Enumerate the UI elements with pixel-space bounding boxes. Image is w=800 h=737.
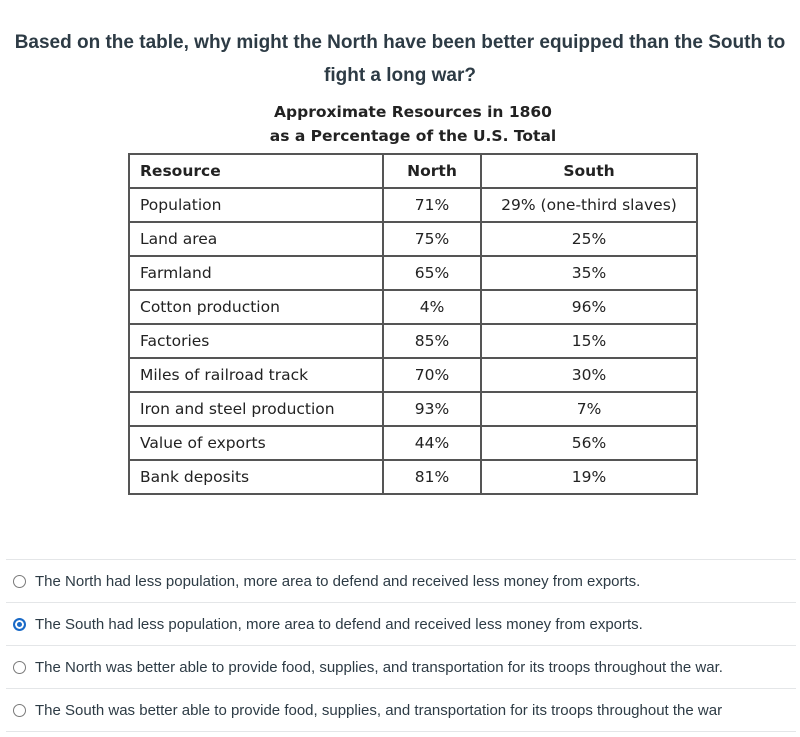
cell-resource: Farmland — [128, 255, 384, 291]
table-row: Factories 85% 15% — [128, 323, 698, 359]
cell-south: 35% — [480, 255, 698, 291]
answer-label[interactable]: The North had less population, more area… — [35, 572, 641, 590]
radio-button[interactable] — [13, 660, 26, 674]
cell-south: 29% (one-third slaves) — [480, 187, 698, 223]
header-north: North — [382, 153, 482, 189]
table-header-row: Resource North South — [128, 153, 698, 189]
table-title-line1: Approximate Resources in 1860 — [274, 103, 552, 121]
answer-label[interactable]: The North was better able to provide foo… — [35, 658, 723, 676]
cell-north: 71% — [382, 187, 482, 223]
resources-table: Resource North South Population 71% 29% … — [128, 153, 698, 495]
answer-list: The North had less population, more area… — [6, 559, 796, 732]
cell-south: 7% — [480, 391, 698, 427]
radio-button[interactable] — [13, 574, 26, 588]
cell-north: 4% — [382, 289, 482, 325]
header-resource: Resource — [128, 153, 384, 189]
table-row: Bank deposits 81% 19% — [128, 459, 698, 495]
answer-label[interactable]: The South had less population, more area… — [35, 615, 643, 633]
table-row: Land area 75% 25% — [128, 221, 698, 257]
cell-south: 96% — [480, 289, 698, 325]
answer-option-2[interactable]: The South had less population, more area… — [6, 602, 796, 645]
header-south: South — [480, 153, 698, 189]
table-row: Miles of railroad track 70% 30% — [128, 357, 698, 393]
cell-north: 93% — [382, 391, 482, 427]
cell-north: 75% — [382, 221, 482, 257]
answer-option-4[interactable]: The South was better able to provide foo… — [6, 688, 796, 732]
cell-resource: Iron and steel production — [128, 391, 384, 427]
cell-resource: Factories — [128, 323, 384, 359]
cell-north: 65% — [382, 255, 482, 291]
answer-option-1[interactable]: The North had less population, more area… — [6, 559, 796, 602]
cell-resource: Value of exports — [128, 425, 384, 461]
table-row: Value of exports 44% 56% — [128, 425, 698, 461]
table-title: Approximate Resources in 1860 as a Perce… — [0, 100, 800, 148]
cell-north: 44% — [382, 425, 482, 461]
question-text: Based on the table, why might the North … — [14, 32, 786, 86]
cell-south: 19% — [480, 459, 698, 495]
answer-option-3[interactable]: The North was better able to provide foo… — [6, 645, 796, 688]
cell-resource: Cotton production — [128, 289, 384, 325]
cell-south: 15% — [480, 323, 698, 359]
cell-resource: Land area — [128, 221, 384, 257]
cell-north: 70% — [382, 357, 482, 393]
cell-resource: Miles of railroad track — [128, 357, 384, 393]
cell-south: 25% — [480, 221, 698, 257]
radio-button[interactable] — [13, 617, 26, 631]
table-title-line2: as a Percentage of the U.S. Total — [269, 127, 557, 145]
cell-south: 30% — [480, 357, 698, 393]
cell-south: 56% — [480, 425, 698, 461]
cell-north: 85% — [382, 323, 482, 359]
cell-north: 81% — [382, 459, 482, 495]
answer-label[interactable]: The South was better able to provide foo… — [35, 701, 723, 719]
table-row: Cotton production 4% 96% — [128, 289, 698, 325]
cell-resource: Population — [128, 187, 384, 223]
table-row: Farmland 65% 35% — [128, 255, 698, 291]
table-row: Population 71% 29% (one-third slaves) — [128, 187, 698, 223]
cell-resource: Bank deposits — [128, 459, 384, 495]
radio-button[interactable] — [13, 703, 26, 717]
table-row: Iron and steel production 93% 7% — [128, 391, 698, 427]
